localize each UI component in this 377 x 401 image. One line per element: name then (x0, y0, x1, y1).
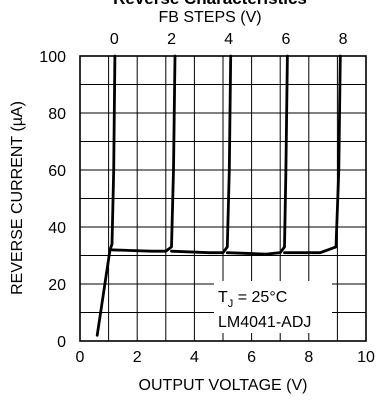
annotation-temperature: TJ = 25°C (218, 289, 287, 310)
x-tick-label: 4 (190, 349, 199, 366)
y-tick-label: 20 (48, 277, 66, 294)
series-lines (95, 54, 342, 337)
series-line-fb-0 (95, 54, 117, 337)
chart-title: Reverse Characteristics (113, 0, 307, 8)
top-tick-labels: 0 2 4 6 8 (110, 31, 348, 48)
top-tick-label: 8 (339, 31, 348, 48)
y-tick-label: 0 (57, 334, 66, 351)
x-tick-label: 10 (357, 349, 375, 366)
x-tick-label: 6 (247, 349, 256, 366)
plot-frame (79, 55, 367, 342)
x-axis-label: OUTPUT VOLTAGE (V) (139, 377, 308, 394)
series-line-fb-2 (108, 54, 177, 253)
series-line-fb-8 (283, 54, 342, 255)
grid (80, 56, 366, 341)
x-tick-label: 8 (304, 349, 313, 366)
y-axis-label: REVERSE CURRENT (µA) (9, 101, 26, 295)
x-tick-label: 2 (133, 349, 142, 366)
x-tick-label: 0 (76, 349, 85, 366)
annotation-mask (214, 281, 332, 333)
y-tick-label: 100 (39, 49, 66, 66)
y-tick-label: 40 (48, 220, 66, 237)
top-tick-label: 2 (167, 31, 176, 48)
series-line-fb-6 (225, 54, 289, 256)
top-tick-label: 0 (110, 31, 119, 48)
top-tick-label: 6 (281, 31, 290, 48)
top-tick-label: 4 (224, 31, 233, 48)
y-tick-labels: 0 20 40 60 80 100 (39, 49, 66, 351)
top-axis-label: FB STEPS (V) (158, 9, 261, 26)
y-tick-label: 60 (48, 163, 66, 180)
y-tick-label: 80 (48, 106, 66, 123)
series-line-fb-4 (170, 54, 233, 255)
x-tick-labels: 0 2 4 6 8 10 (76, 349, 375, 366)
annotation-part-number: LM4041-ADJ (218, 314, 311, 331)
